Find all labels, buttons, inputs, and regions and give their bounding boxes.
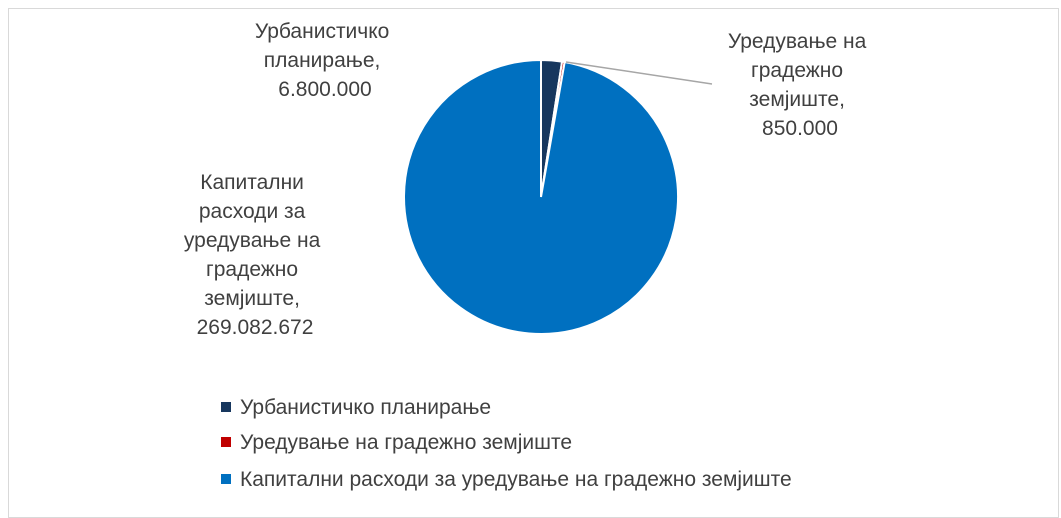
leader-line-uredуvanje xyxy=(565,61,713,85)
legend-swatch-urbanistichko xyxy=(221,402,231,412)
legend-label-kapitalni: Капитални расходи за уредување на градеж… xyxy=(240,468,792,491)
data-label-urbanistichko: Урбанистичко планирање, 6.800.000 xyxy=(255,20,395,101)
legend-swatch-uredуvanje xyxy=(221,437,231,447)
legend-label-urbanistichko: Урбанистичко планирање xyxy=(240,396,491,419)
data-label-uredуvanje: Уредување на градежно земјиште, 850.000 xyxy=(728,30,872,140)
legend-label-uredуvanje: Уредување на градежно земјиште xyxy=(240,431,572,454)
data-label-kapitalni: Капитални расходи за уредување на градеж… xyxy=(184,171,326,339)
legend: Урбанистичко планирање Уредување на град… xyxy=(221,396,792,491)
pie-slice-kapitalni xyxy=(403,58,679,335)
legend-swatch-kapitalni xyxy=(221,474,231,484)
pie-slices xyxy=(403,58,679,335)
